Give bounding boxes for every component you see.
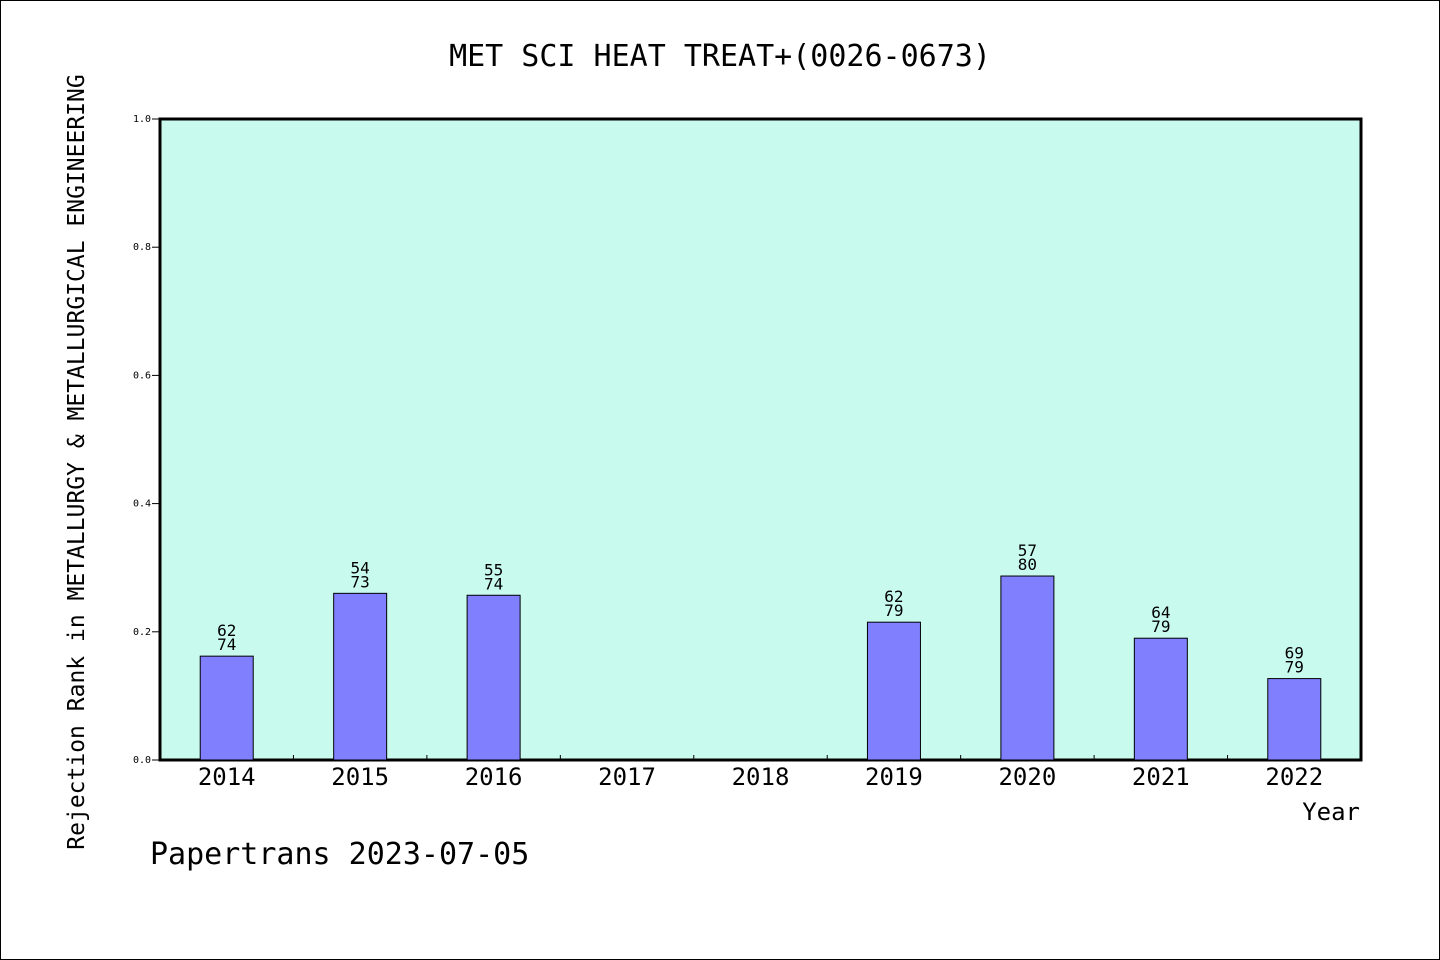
y-tick-label: 0.2 — [133, 627, 151, 638]
x-tick-label: 2016 — [465, 763, 523, 791]
bar-label-bottom: 74 — [484, 574, 503, 593]
y-tick-label: 0.6 — [133, 370, 151, 381]
x-tick-label: 2014 — [198, 763, 256, 791]
bar-label-bottom: 79 — [1151, 617, 1170, 636]
bar-label-top: 62 — [884, 587, 903, 606]
x-tick-label: 2020 — [998, 763, 1056, 791]
y-tick-label: 0.0 — [133, 755, 151, 766]
x-axis-label: Year — [1302, 798, 1360, 826]
y-axis-ticks: 0.0 0.2 0.4 0.6 0.8 1.0 — [133, 114, 160, 766]
chart-title: MET SCI HEAT TREAT+(0026-0673) — [449, 39, 991, 74]
bar — [333, 592, 388, 761]
bar-label-top: 64 — [1151, 603, 1170, 622]
bar — [1133, 637, 1188, 761]
bar — [199, 655, 254, 761]
bar — [1267, 678, 1322, 761]
bar-label-top: 55 — [484, 560, 503, 579]
bar-label-top: 62 — [217, 621, 236, 640]
footer-note: Papertrans 2023-07-05 — [150, 837, 529, 872]
bar-label-bottom: 74 — [217, 635, 236, 654]
bar — [1000, 575, 1055, 761]
x-tick-label: 2015 — [331, 763, 389, 791]
bar — [866, 621, 921, 761]
x-tick-label: 2018 — [732, 763, 790, 791]
bar-label-bottom: 79 — [884, 601, 903, 620]
bar-label-bottom: 79 — [1285, 658, 1304, 677]
y-tick-label: 0.8 — [133, 242, 151, 253]
y-tick-label: 1.0 — [133, 114, 151, 125]
bar-label-bottom: 80 — [1018, 555, 1037, 574]
bar-label-top: 57 — [1018, 541, 1037, 560]
bar-label-bottom: 73 — [351, 572, 370, 591]
bar-label-top: 69 — [1285, 644, 1304, 663]
y-tick-label: 0.4 — [133, 499, 151, 510]
x-tick-label: 2019 — [865, 763, 923, 791]
x-tick-label: 2021 — [1132, 763, 1190, 791]
y-axis-label: Rejection Rank in METALLURGY & METALLURG… — [64, 74, 90, 849]
x-tick-label: 2017 — [598, 763, 656, 791]
bar — [466, 594, 521, 761]
x-tick-label: 2022 — [1265, 763, 1323, 791]
x-axis-ticks: 2014 2015 2016 2017 2018 2019 2020 2021 2022 — [198, 755, 1323, 791]
bar-label-top: 54 — [351, 558, 370, 577]
